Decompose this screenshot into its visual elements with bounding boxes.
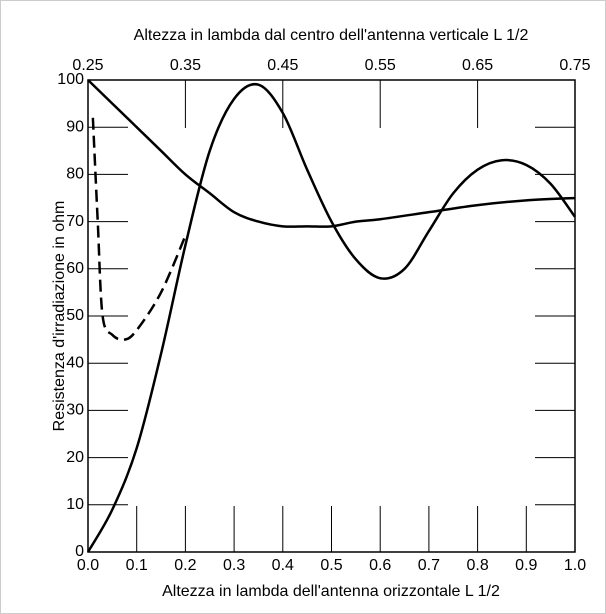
- line: [87, 79, 576, 228]
- x2-axis-label: Altezza in lambda dal centro dell'antenn…: [134, 27, 529, 44]
- x-tick-label: 0.6: [369, 557, 391, 574]
- y-tick-label: 100: [57, 71, 84, 88]
- y-axis-label: Resistenza d'irradiazione in ohm: [51, 201, 68, 432]
- x2-tick-label: 0.55: [365, 57, 396, 74]
- x-tick-label: 0.3: [223, 557, 245, 574]
- y-tick-label: 40: [66, 354, 84, 371]
- y-tick-label: 60: [66, 260, 84, 277]
- x-tick-label: 0.1: [126, 557, 148, 574]
- x2-tick-label: 0.25: [72, 57, 103, 74]
- x-tick-label: 0.8: [466, 557, 488, 574]
- x-tick-label: 0.7: [418, 557, 440, 574]
- y-tick-label: 30: [66, 402, 84, 419]
- x-tick-label: 0.9: [515, 557, 537, 574]
- y-tick-label: 90: [66, 118, 84, 135]
- y-tick-label: 70: [66, 213, 84, 230]
- x2-tick-label: 0.35: [170, 57, 201, 74]
- x2-tick-label: 0.65: [462, 57, 493, 74]
- y-tick-label: 20: [66, 449, 84, 466]
- x-tick-label: 0.4: [272, 557, 294, 574]
- y-tick-label: 0: [75, 543, 84, 560]
- x2-tick-label: 0.75: [559, 57, 590, 74]
- x-tick-label: 0.5: [320, 557, 342, 574]
- x-tick-label: 0.2: [174, 557, 196, 574]
- x-tick-label: 1.0: [564, 557, 586, 574]
- x-axis-label: Altezza in lambda dell'antenna orizzonta…: [162, 583, 500, 600]
- y-tick-label: 50: [66, 307, 84, 324]
- y-tick-label: 10: [66, 496, 84, 513]
- x2-tick-label: 0.45: [267, 57, 298, 74]
- line: [91, 117, 187, 342]
- x-tick-label: 0.0: [77, 557, 99, 574]
- y-tick-label: 80: [66, 166, 84, 183]
- line: [86, 82, 577, 553]
